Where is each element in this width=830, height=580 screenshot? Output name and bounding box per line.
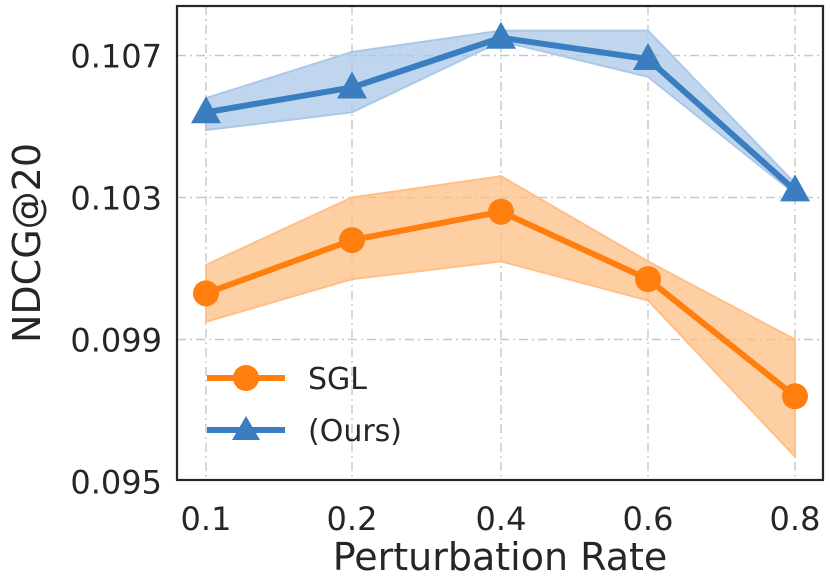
point-ours <box>191 96 221 124</box>
point-sgl <box>193 280 219 307</box>
y-tick-label: 0.095 <box>70 464 162 502</box>
x-tick-label: 0.4 <box>476 500 527 538</box>
y-tick-label: 0.103 <box>70 180 162 218</box>
y-axis-label: NDCG@20 <box>5 143 49 343</box>
point-sgl <box>635 266 661 293</box>
point-ours <box>633 43 663 71</box>
point-ours <box>337 71 367 99</box>
point-ours <box>780 174 810 202</box>
point-sgl <box>488 198 514 225</box>
legend-marker-sgl <box>233 365 259 391</box>
y-tick-labels: 0.095 0.099 0.103 0.107 <box>70 38 162 502</box>
plot-frame <box>175 4 825 482</box>
x-tick-label: 0.8 <box>770 500 821 538</box>
legend: SGL (Ours) <box>207 362 402 449</box>
y-tick-label: 0.107 <box>70 38 162 76</box>
x-axis-label: Perturbation Rate <box>333 535 668 579</box>
legend-label-sgl: SGL <box>308 362 367 397</box>
point-sgl <box>782 383 808 410</box>
point-sgl <box>339 227 365 254</box>
legend-label-ours: (Ours) <box>308 414 402 449</box>
x-tick-label: 0.1 <box>181 500 232 538</box>
marker-layer <box>191 21 810 410</box>
legend-marker-ours <box>232 416 260 440</box>
point-ours <box>486 21 516 49</box>
x-tick-label: 0.6 <box>623 500 674 538</box>
y-tick-label: 0.099 <box>70 322 162 360</box>
x-tick-labels: 0.1 0.2 0.4 0.6 0.8 <box>181 500 821 538</box>
x-tick-label: 0.2 <box>327 500 378 538</box>
